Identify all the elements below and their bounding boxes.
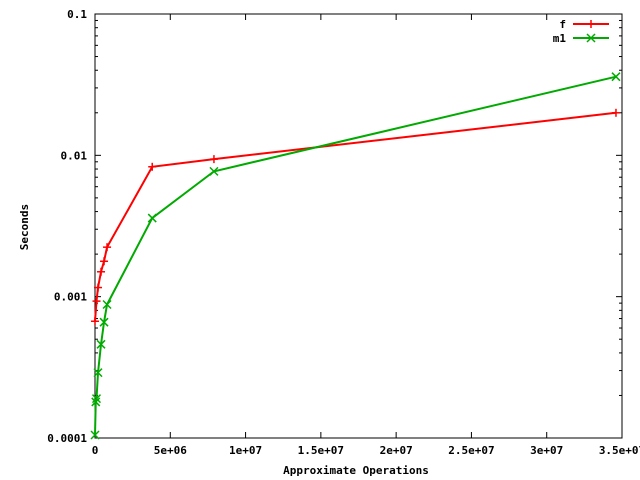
data-point-f [97, 267, 106, 276]
legend: fm1 [553, 18, 609, 45]
data-point-m1 [90, 430, 100, 440]
marker-m1 [102, 299, 112, 310]
data-point-m1 [91, 394, 102, 404]
x-tick-label: 1.5e+07 [298, 444, 344, 457]
y-tick-label: 0.1 [67, 8, 87, 21]
marker-m1 [96, 339, 106, 349]
x-tick-label: 3.5e+07 [599, 444, 640, 457]
x-tick-label: 1e+07 [229, 444, 262, 457]
marker-m1 [611, 72, 621, 82]
marker-m1 [90, 430, 100, 440]
legend-label-m1: m1 [553, 32, 567, 45]
data-point-f [91, 317, 99, 326]
legend-label-f: f [559, 18, 566, 31]
x-axis-label: Approximate Operations [283, 464, 429, 477]
x-tick-label: 0 [92, 444, 99, 457]
y-tick-label: 0.0001 [47, 432, 87, 445]
data-point-f [103, 243, 112, 252]
data-point-m1 [93, 368, 103, 378]
data-point-f [148, 162, 157, 171]
marker-m1 [209, 166, 219, 176]
x-tick-label: 5e+06 [154, 444, 187, 457]
ticks: 0 5e+06 1e+07 1.5e+07 2e+07 2.5e+07 3e+07 3.5e+… [47, 8, 640, 457]
x-tick-label: 2e+07 [380, 444, 413, 457]
series-f [91, 108, 620, 326]
axes [94, 13, 623, 439]
marker-m1 [91, 394, 102, 404]
y-tick-label: 0.01 [61, 149, 88, 162]
x-tick-label: 2.5e+07 [448, 444, 494, 457]
data-point-m1 [99, 317, 109, 327]
plot-frame [94, 13, 623, 439]
y-axis-label: Seconds [18, 204, 31, 250]
y-tick-label: 0.001 [54, 291, 87, 304]
marker-m1 [93, 368, 103, 378]
data-point-f [100, 257, 109, 266]
x-tick-label: 3e+07 [530, 444, 563, 457]
data-point-m1 [147, 213, 157, 223]
data-point-m1 [611, 72, 621, 82]
series-m1 [90, 72, 621, 440]
series-line-m1 [94, 75, 617, 436]
series-line-f [94, 111, 617, 322]
legend-marker-m1 [586, 33, 596, 43]
data-point-m1 [96, 339, 106, 349]
data-point-m1 [102, 299, 112, 310]
marker-m1 [147, 213, 157, 223]
data-point-f [611, 108, 620, 117]
data-point-f [209, 155, 218, 164]
data-point-m1 [91, 397, 101, 407]
data-point-f [94, 283, 103, 292]
marker-m1 [91, 397, 101, 407]
marker-m1 [99, 317, 109, 327]
data-point-f [92, 297, 101, 306]
series-layer [90, 72, 621, 440]
data-point-m1 [209, 166, 219, 176]
